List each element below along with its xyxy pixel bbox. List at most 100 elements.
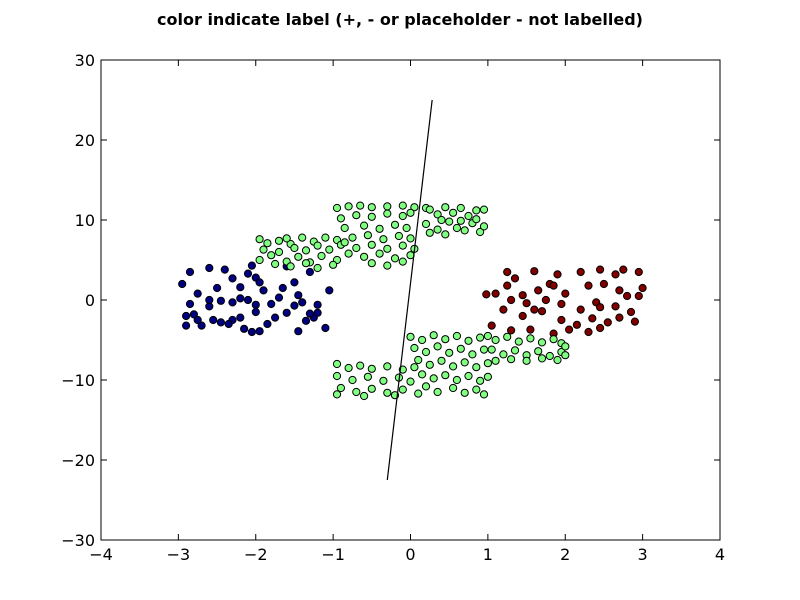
axis-ticks [100,59,721,541]
unlabelled-point [441,371,450,380]
y-tick-label: 30 [75,51,95,70]
unlabelled-point [360,252,369,261]
negative-point [313,308,322,317]
negative-point [294,327,303,336]
unlabelled-point [522,356,531,365]
unlabelled-point [255,255,264,265]
unlabelled-point [360,221,369,230]
unlabelled-point [406,332,415,341]
negative-point [263,319,272,329]
unlabelled-point [379,376,388,385]
unlabelled-point [336,383,345,393]
unlabelled-point [460,226,469,235]
negative-point [313,300,322,309]
unlabelled-point [483,372,492,381]
unlabelled-point [468,350,477,359]
x-tick-label: 3 [638,545,648,564]
x-tick-label: −3 [167,545,191,564]
unlabelled-point [472,363,481,372]
positive-point [487,321,496,330]
x-tick-label: 4 [715,545,725,564]
negative-point [185,267,195,277]
unlabelled-point [456,203,465,213]
y-tick-label: −20 [61,451,95,470]
unlabelled-point [332,359,342,369]
unlabelled-point [441,203,450,212]
unlabelled-point [452,331,461,341]
positive-point [499,305,508,314]
unlabelled-point [410,203,419,212]
unlabelled-point [286,262,295,271]
unlabelled-point [449,383,458,393]
unlabelled-point [561,351,570,360]
positive-point [565,325,574,334]
unlabelled-point [356,361,365,370]
unlabelled-point [421,347,431,357]
negative-point [205,295,214,305]
unlabelled-point [383,209,392,218]
unlabelled-point [433,387,442,397]
unlabelled-point [437,356,446,365]
positive-point [482,290,491,299]
negative-point [216,318,225,327]
unlabelled-point [398,211,407,221]
positive-point [596,303,605,312]
unlabelled-point [301,259,311,268]
negative-point [259,286,268,295]
unlabelled-point [390,220,400,229]
unlabelled-point [282,234,291,243]
x-tick-label: 2 [560,545,570,564]
unlabelled-point [298,233,307,242]
positive-point [634,267,643,277]
unlabelled-point [456,344,465,353]
y-tick-label: −30 [61,531,95,550]
unlabelled-point [375,249,384,258]
x-tick-label: 1 [483,545,493,564]
negative-point [236,294,245,303]
positive-point [561,289,570,298]
y-tick-label: 20 [75,131,95,150]
unlabelled-point [367,259,376,268]
negative-point [189,310,198,319]
unlabelled-point [503,332,512,341]
positive-point [557,299,566,309]
unlabelled-point [526,334,535,343]
positive-point [611,302,620,311]
negative-point [321,323,330,333]
unlabelled-point [348,233,357,242]
unlabelled-points [255,201,570,401]
positive-point [534,286,543,295]
positive-point [588,314,597,323]
unlabelled-point [537,354,547,363]
positive-point [615,286,624,295]
unlabelled-point [274,247,284,257]
unlabelled-point [561,342,570,351]
positive-point [576,267,585,277]
unlabelled-point [445,217,454,226]
unlabelled-point [479,345,489,354]
negative-point [224,319,233,329]
unlabelled-point [429,331,438,340]
negative-point [236,313,245,322]
unlabelled-point [433,225,442,234]
negative-point [255,327,264,336]
unlabelled-point [421,382,431,391]
unlabelled-point [441,335,450,344]
x-tick-label: −2 [244,545,268,564]
negative-point [185,299,195,309]
positive-point [530,305,539,314]
separator-line-group [386,99,433,481]
positive-point [553,270,562,279]
positive-point [584,327,593,337]
negative-point [305,309,314,318]
unlabelled-point [410,343,419,353]
unlabelled-point [510,346,520,355]
unlabelled-point [294,252,303,261]
unlabelled-point [537,338,547,347]
unlabelled-point [329,260,338,269]
unlabelled-point [367,364,376,373]
unlabelled-point [472,206,481,215]
negative-point [205,263,214,273]
